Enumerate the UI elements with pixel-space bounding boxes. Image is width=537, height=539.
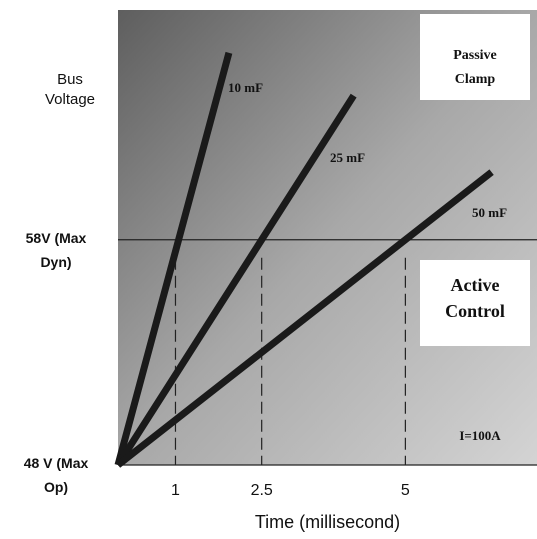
x-axis-label: Time (millisecond) — [254, 512, 401, 532]
series-label: 25 mF — [330, 150, 366, 165]
series-label: 50 mF — [472, 205, 508, 220]
passive-box — [420, 14, 530, 100]
series-line — [115, 169, 494, 468]
series-line — [114, 51, 233, 466]
series-label: 10 mF — [228, 80, 264, 95]
annotation: Active Control — [445, 275, 505, 321]
x-tick-label: 2.5 — [250, 482, 273, 499]
y-axis-label: Bus Voltage — [44, 71, 96, 108]
y-tick-label: 48 V (Max Op) — [23, 455, 89, 495]
annotation: I=100A — [459, 428, 501, 443]
y-tick-label: 58V (Max Dyn) — [25, 229, 87, 270]
annotation: Passive Clamp — [453, 48, 497, 87]
x-tick-label: 1 — [171, 482, 180, 499]
series-line — [115, 93, 357, 467]
x-tick-label: 5 — [400, 482, 410, 499]
active-box — [420, 260, 530, 346]
